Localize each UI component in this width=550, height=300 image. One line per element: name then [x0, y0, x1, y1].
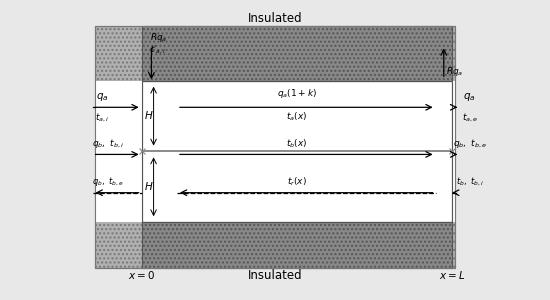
Text: $t_r(x)$: $t_r(x)$ [287, 176, 307, 188]
Bar [141, 81, 452, 222]
Text: $t'_{a,i}$: $t'_{a,i}$ [150, 44, 166, 56]
Text: $t_{a,e}$: $t_{a,e}$ [461, 112, 478, 124]
Text: $q_a$: $q_a$ [463, 91, 476, 103]
Text: $q_a(1+k)$: $q_a(1+k)$ [277, 87, 317, 100]
Bar [95, 26, 455, 268]
Text: $Rq_a$: $Rq_a$ [447, 65, 464, 79]
Text: $t_a(x)$: $t_a(x)$ [286, 110, 307, 123]
Bar [95, 81, 141, 222]
Text: $t_b(x)$: $t_b(x)$ [286, 137, 307, 150]
Bar [141, 222, 452, 268]
Text: Insulated: Insulated [248, 269, 302, 282]
Text: $Rq_a$: $Rq_a$ [150, 31, 167, 44]
Text: H: H [144, 111, 152, 121]
Text: $q_a$: $q_a$ [96, 91, 108, 103]
Bar [141, 81, 452, 222]
Text: $t_b,\ t_{b,i}$: $t_b,\ t_{b,i}$ [456, 176, 483, 188]
Bar [452, 81, 455, 222]
Text: Insulated: Insulated [248, 12, 302, 25]
Text: $x = 0$: $x = 0$ [128, 269, 155, 281]
Text: $q_b,\ t_{b,e}$: $q_b,\ t_{b,e}$ [453, 137, 487, 150]
Text: $t_{a,i}$: $t_{a,i}$ [95, 112, 109, 124]
Text: H: H [144, 182, 152, 192]
Text: $q_b,\ t_{b,e}$: $q_b,\ t_{b,e}$ [92, 176, 123, 188]
Bar [95, 26, 455, 268]
Bar [141, 26, 452, 81]
Text: $x = L$: $x = L$ [439, 269, 465, 281]
Text: $q_b,\ t_{b,i}$: $q_b,\ t_{b,i}$ [92, 137, 124, 150]
